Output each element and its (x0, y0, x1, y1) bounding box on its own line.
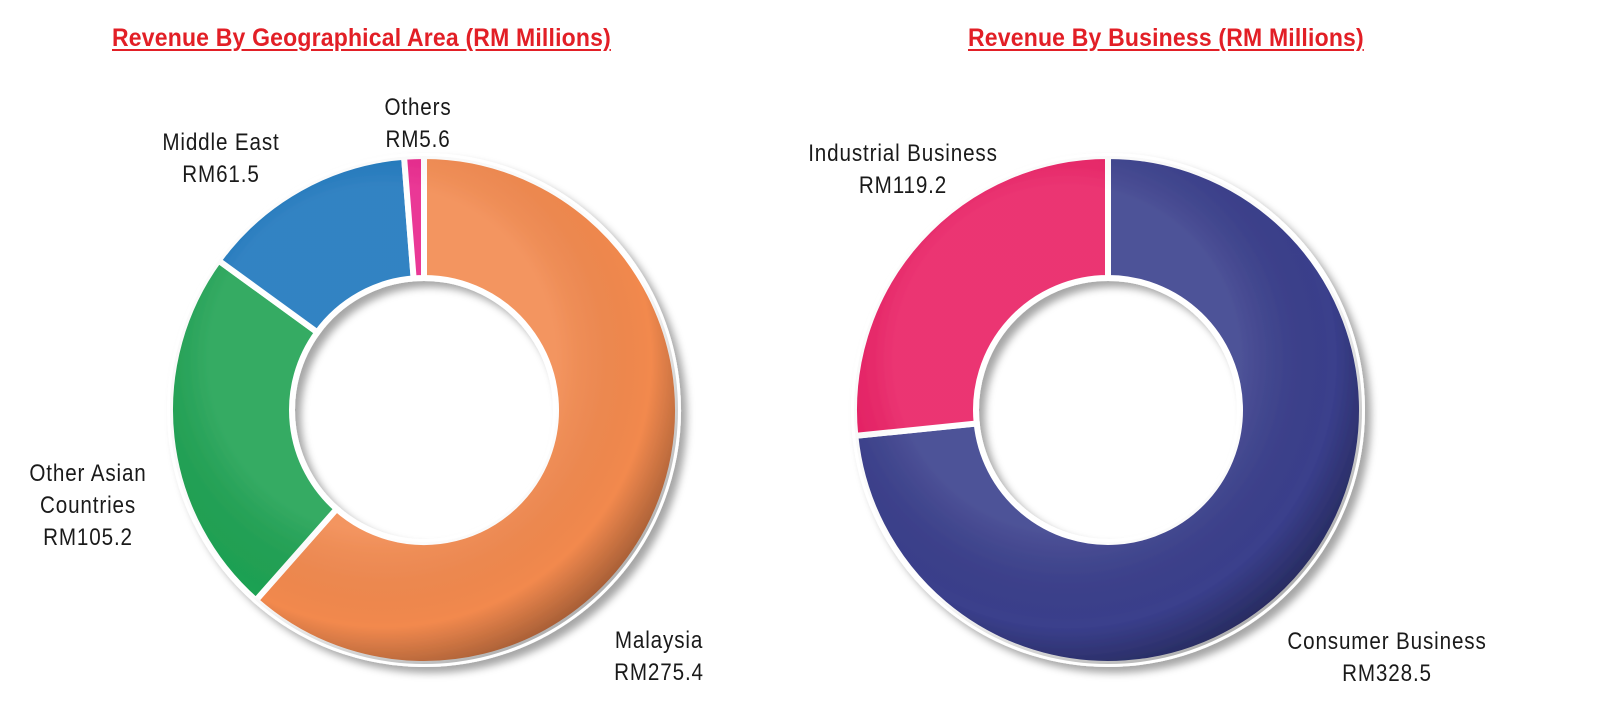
slice-name: Countries (39, 492, 137, 519)
label-other-asian-countries: Other Asian Countries RM105.2 (12, 458, 163, 554)
label-industrial-business: Industrial Business RM119.2 (796, 138, 1011, 202)
business-chart-title: Revenue By Business (RM Millions) (968, 24, 1364, 52)
slice-value: RM119.2 (858, 172, 948, 199)
slice-name: Middle East (162, 129, 280, 156)
label-malaysia: Malaysia RM275.4 (603, 625, 715, 689)
business-donut (851, 152, 1365, 667)
slice-name: Others (384, 94, 452, 121)
slice-name: Malaysia (614, 627, 704, 654)
label-middle-east: Middle East RM61.5 (157, 127, 286, 191)
geographical-donut (167, 152, 681, 667)
slice-name: Consumer Business (1287, 628, 1487, 655)
slice-value: RM61.5 (182, 161, 260, 188)
geographical-chart-title: Revenue By Geographical Area (RM Million… (112, 24, 611, 52)
label-others: Others RM5.6 (375, 92, 461, 156)
slice-value: RM328.5 (1342, 660, 1432, 687)
slice-value: RM275.4 (614, 659, 704, 686)
slice-name: Industrial Business (808, 140, 998, 167)
slice-value: RM105.2 (43, 524, 133, 551)
slice-name: Other Asian (29, 460, 147, 487)
label-consumer-business: Consumer Business RM328.5 (1280, 626, 1495, 690)
slice-value: RM5.6 (385, 126, 451, 153)
